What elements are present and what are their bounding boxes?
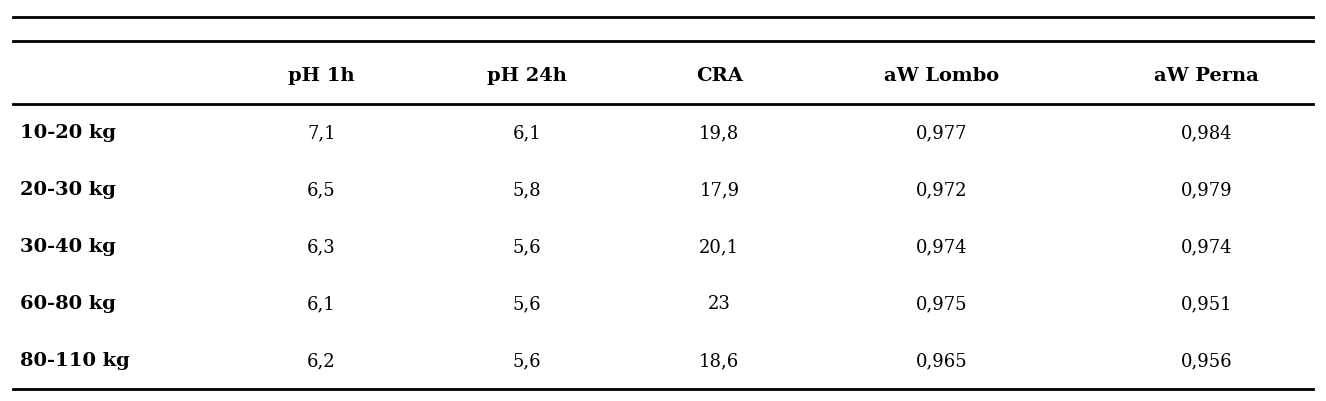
Text: 7,1: 7,1 (308, 124, 335, 142)
Text: pH 24h: pH 24h (487, 67, 568, 85)
Text: 19,8: 19,8 (699, 124, 740, 142)
Text: 20,1: 20,1 (699, 238, 740, 255)
Text: 5,6: 5,6 (513, 238, 541, 255)
Text: pH 1h: pH 1h (288, 67, 355, 85)
Text: 10-20 kg: 10-20 kg (20, 124, 115, 142)
Text: aW Lombo: aW Lombo (884, 67, 998, 85)
Text: 5,8: 5,8 (513, 181, 541, 198)
Text: 0,975: 0,975 (916, 295, 967, 312)
Text: 5,6: 5,6 (513, 295, 541, 312)
Text: 0,974: 0,974 (1181, 238, 1232, 255)
Text: 0,974: 0,974 (916, 238, 967, 255)
Text: 6,1: 6,1 (513, 124, 541, 142)
Text: 0,984: 0,984 (1181, 124, 1232, 142)
Text: 5,6: 5,6 (513, 352, 541, 369)
Text: 0,972: 0,972 (916, 181, 967, 198)
Text: aW Perna: aW Perna (1154, 67, 1260, 85)
Text: 6,3: 6,3 (308, 238, 335, 255)
Text: 6,5: 6,5 (308, 181, 335, 198)
Text: 18,6: 18,6 (699, 352, 740, 369)
Text: 6,1: 6,1 (308, 295, 335, 312)
Text: 0,979: 0,979 (1181, 181, 1232, 198)
Text: 60-80 kg: 60-80 kg (20, 295, 115, 312)
Text: 0,965: 0,965 (916, 352, 967, 369)
Text: CRA: CRA (696, 67, 743, 85)
Text: 6,2: 6,2 (308, 352, 335, 369)
Text: 17,9: 17,9 (699, 181, 740, 198)
Text: 20-30 kg: 20-30 kg (20, 181, 115, 198)
Text: 0,977: 0,977 (916, 124, 967, 142)
Text: 0,951: 0,951 (1181, 295, 1232, 312)
Text: 0,956: 0,956 (1181, 352, 1232, 369)
Text: 80-110 kg: 80-110 kg (20, 352, 130, 369)
Text: 23: 23 (708, 295, 731, 312)
Text: 30-40 kg: 30-40 kg (20, 238, 115, 255)
